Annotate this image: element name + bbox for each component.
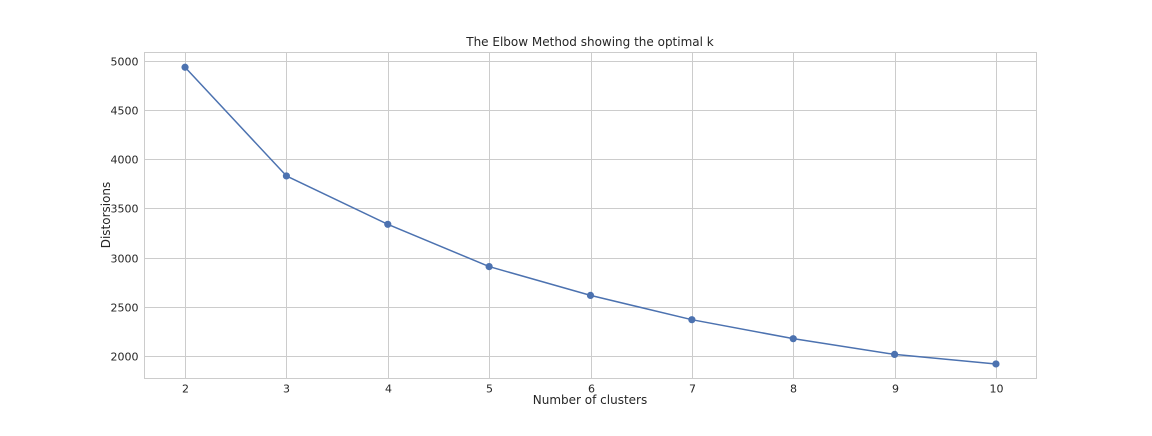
data-point — [992, 360, 1000, 368]
x-tick-label: 3 — [283, 383, 290, 396]
y-tick-label: 4000 — [111, 154, 139, 167]
data-point — [485, 262, 493, 271]
y-axis-label: Distorsions — [99, 182, 113, 249]
y-tick-label: 2500 — [111, 302, 139, 315]
data-point — [282, 172, 291, 180]
x-tick-label: 9 — [892, 383, 899, 396]
y-tick-label: 4500 — [111, 105, 139, 118]
x-axis-label: Number of clusters — [533, 393, 647, 407]
y-tick-label: 2000 — [111, 351, 139, 364]
plot-frame — [144, 52, 1037, 379]
data-point — [688, 316, 696, 324]
x-tick-label: 8 — [790, 383, 797, 396]
x-tick-label: 10 — [990, 383, 1004, 396]
data-point — [586, 291, 595, 300]
data-point — [789, 335, 797, 343]
data-point — [384, 220, 392, 228]
tick-layer: 2 3 4 5 6 7 8 9 10 2000 2500 3000 3500 4000 4500 5000 — [111, 56, 1004, 396]
series-line — [184, 66, 997, 365]
chart-title: The Elbow Method showing the optimal k — [465, 35, 714, 49]
x-tick-label: 2 — [182, 383, 189, 396]
data-point — [181, 63, 189, 71]
grid-layer — [144, 52, 1037, 379]
series-layer — [181, 63, 1000, 368]
x-tick-label: 6 — [588, 383, 595, 396]
y-tick-label: 3000 — [111, 253, 139, 266]
y-tick-label: 3500 — [111, 203, 139, 216]
x-tick-label: 4 — [385, 383, 392, 396]
x-tick-label: 7 — [689, 383, 696, 396]
x-tick-label: 5 — [486, 383, 493, 396]
y-tick-label: 5000 — [111, 56, 139, 69]
data-point — [890, 350, 899, 359]
